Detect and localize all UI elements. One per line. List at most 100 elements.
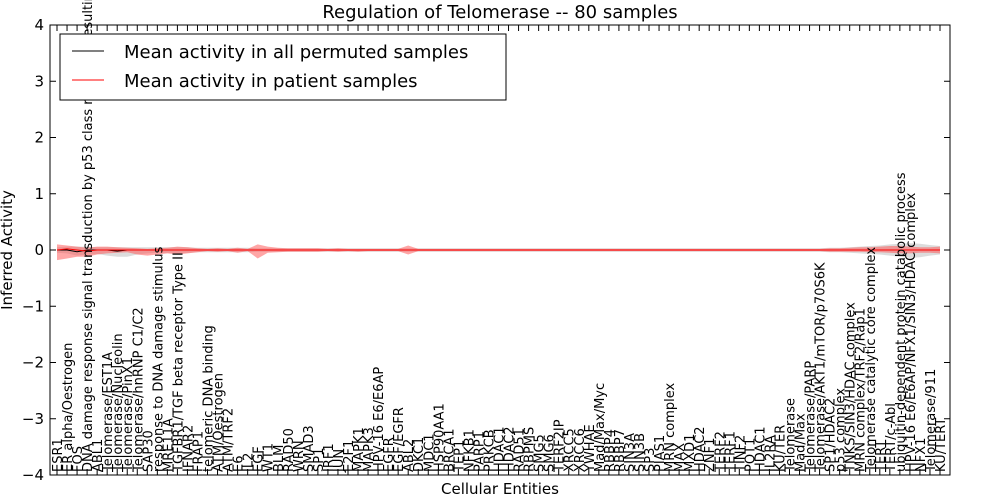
x-tick-label: ABL1 — [91, 439, 106, 472]
x-tick-label: KU/TERT — [934, 418, 949, 472]
x-tick-label: FRAP1 — [191, 431, 206, 472]
x-tick-label: IFNAR2 — [181, 425, 196, 472]
x-tick-label: Telomerase/911 — [924, 369, 939, 473]
x-tick-label: TERT — [874, 440, 889, 473]
confidence-bands — [57, 243, 940, 261]
x-tick-label: MRN complex — [663, 382, 678, 472]
x-tick-label: Telomerase/hnRNP C1/C2 — [131, 307, 146, 473]
x-tick-label: SP1 — [312, 448, 327, 472]
x-tick-label: DKC1 — [412, 437, 427, 472]
x-tick-label: KU/TER — [773, 425, 788, 472]
x-tick-label: ubiquitin-dependent protein catabolic pr… — [894, 172, 909, 472]
x-tick-label: SMG5 — [533, 434, 548, 472]
x-tick-label: SMG6 — [543, 434, 558, 472]
band-mean-activity-in-patient-samples — [57, 244, 940, 261]
x-tick-label: WT1 — [262, 443, 277, 472]
x-tick-label: Telomerase/PARP — [804, 361, 819, 473]
x-tick-label: E2F1 — [342, 440, 357, 472]
x-tick-label: PRKCB — [482, 429, 497, 472]
x-tick-label: IL2RA — [763, 435, 778, 472]
x-tick-label: TNKS/SIN3/HDAC complex — [844, 302, 859, 473]
x-tick-label: response to DNA damage stimulus — [151, 246, 166, 472]
x-tick-label: MXD1 — [683, 434, 698, 472]
legend-label-permuted: Mean activity in all permuted samples — [124, 42, 468, 63]
x-tick-label: SP3 — [643, 448, 658, 472]
x-tick-label: ATM/TRF2 — [222, 408, 237, 472]
x-tick-label: JUN — [332, 449, 347, 473]
x-tick-label: PARP1 — [472, 431, 487, 472]
y-tick-label: 2 — [34, 129, 44, 147]
y-tick-label: −3 — [22, 410, 44, 428]
x-tick-label: MRN complex/TRF2/Rap1 — [854, 308, 869, 472]
x-tick-label: ZNF1 — [703, 438, 718, 472]
chart-title: Regulation of Telomerase -- 80 samples — [322, 2, 677, 23]
series-lines — [56, 248, 940, 253]
x-tick-label: RAD50 — [282, 428, 297, 472]
y-tick-label: 0 — [34, 241, 44, 259]
x-tick-label: MDC1 — [422, 433, 437, 472]
x-tick-label: HPV-16 E6/E6AP/NFX1/SIN3/HDAC complex — [904, 192, 919, 472]
x-tick-label: EGF — [252, 446, 267, 472]
x-axis-label: Cellular Entities — [441, 480, 559, 498]
x-tick-label: HDAC1 — [493, 426, 508, 472]
x-tick-label: MAX — [673, 443, 688, 472]
x-tick-label: Mad/Max/Myc — [593, 383, 608, 472]
x-tick-label: SIN3A — [623, 433, 638, 472]
x-tick-label: BLM — [272, 445, 287, 472]
x-tick-label: ABL2 — [402, 439, 417, 472]
x-tick-label: PIAS1 — [653, 435, 668, 472]
x-tick-label: SP1/HDAC2 — [824, 398, 839, 472]
x-tick-label: Telomerase/EST1A — [101, 352, 116, 473]
x-tick-label: HSP90AA1 — [432, 403, 447, 472]
x-tick-label: RBPMS — [523, 427, 538, 472]
x-tick-label: NFKB1 — [462, 429, 477, 472]
x-tick-label: p53 complex — [834, 388, 849, 472]
x-tick-label: TERF2IP — [553, 419, 568, 473]
x-tick-label: MRE11A — [161, 418, 176, 472]
x-tick-label: HDAC2 — [693, 426, 708, 472]
x-tick-label: Telomerase/PinX1 — [121, 357, 136, 473]
x-tick-label: telomeric DNA binding — [202, 325, 217, 472]
x-tick-label: Telomerase/AKT1/mTOR/p70S6K — [814, 262, 829, 473]
x-tick-label: Telomerase — [783, 398, 798, 473]
x-tick-label: ATM/Oestrogen — [212, 373, 227, 472]
x-tick-label: E6 — [232, 456, 247, 473]
x-tick-label: HPV-16 E6/E6AP — [372, 367, 387, 472]
x-tick-label: BRCA1 — [442, 428, 457, 472]
line-mean-activity-in-patient-samples — [56, 248, 940, 252]
x-tick-label: RBBP4 — [603, 429, 618, 472]
legend: Mean activity in all permuted samples Me… — [59, 33, 507, 101]
x-tick-label: XRCC5 — [563, 428, 578, 472]
y-tick-label: 4 — [34, 16, 44, 34]
x-tick-label: IRF1 — [322, 443, 337, 472]
x-tick-label: Telomerase/Nucleolin — [111, 333, 126, 473]
x-tick-label: FOS — [71, 446, 86, 472]
y-axis-label: Inferred Activity — [0, 190, 16, 310]
y-tick-label: −1 — [22, 297, 44, 315]
x-tick-label: NFX1 — [914, 438, 929, 472]
x-tick-label: MAPK1 — [352, 427, 367, 472]
x-tick-label: SAP30 — [141, 430, 156, 472]
y-tick-label: 3 — [34, 72, 44, 90]
y-axis-ticks: −4 −3 −2 −1 0 1 2 3 4 — [22, 16, 950, 484]
x-tick-label: RAD51 — [513, 428, 528, 472]
legend-label-patient: Mean activity in patient samples — [124, 71, 418, 92]
x-tick-label: EGFR — [382, 437, 397, 472]
y-tick-label: −2 — [22, 354, 44, 372]
x-tick-label: TINF2 — [733, 435, 748, 473]
x-tick-label: POT1 — [743, 438, 758, 472]
x-tick-label: IL2 — [242, 453, 257, 472]
legend-box — [59, 33, 507, 101]
x-tick-label: SIN3B — [633, 433, 648, 472]
x-tick-label: WRN — [292, 440, 307, 472]
x-tick-label: EGF/EGFR — [392, 407, 407, 472]
x-tick-label: HDAC2 — [503, 426, 518, 472]
x-tick-label: TEP1 — [452, 440, 467, 473]
x-tick-label: DNA damage response signal transduction … — [81, 0, 96, 472]
x-tick-label: XRCC6 — [573, 428, 588, 472]
y-tick-label: −4 — [22, 466, 44, 484]
x-tick-label: TERF1 — [723, 431, 738, 473]
x-tick-label: TERT/c-Abl — [884, 403, 899, 473]
y-tick-label: 1 — [34, 185, 44, 203]
